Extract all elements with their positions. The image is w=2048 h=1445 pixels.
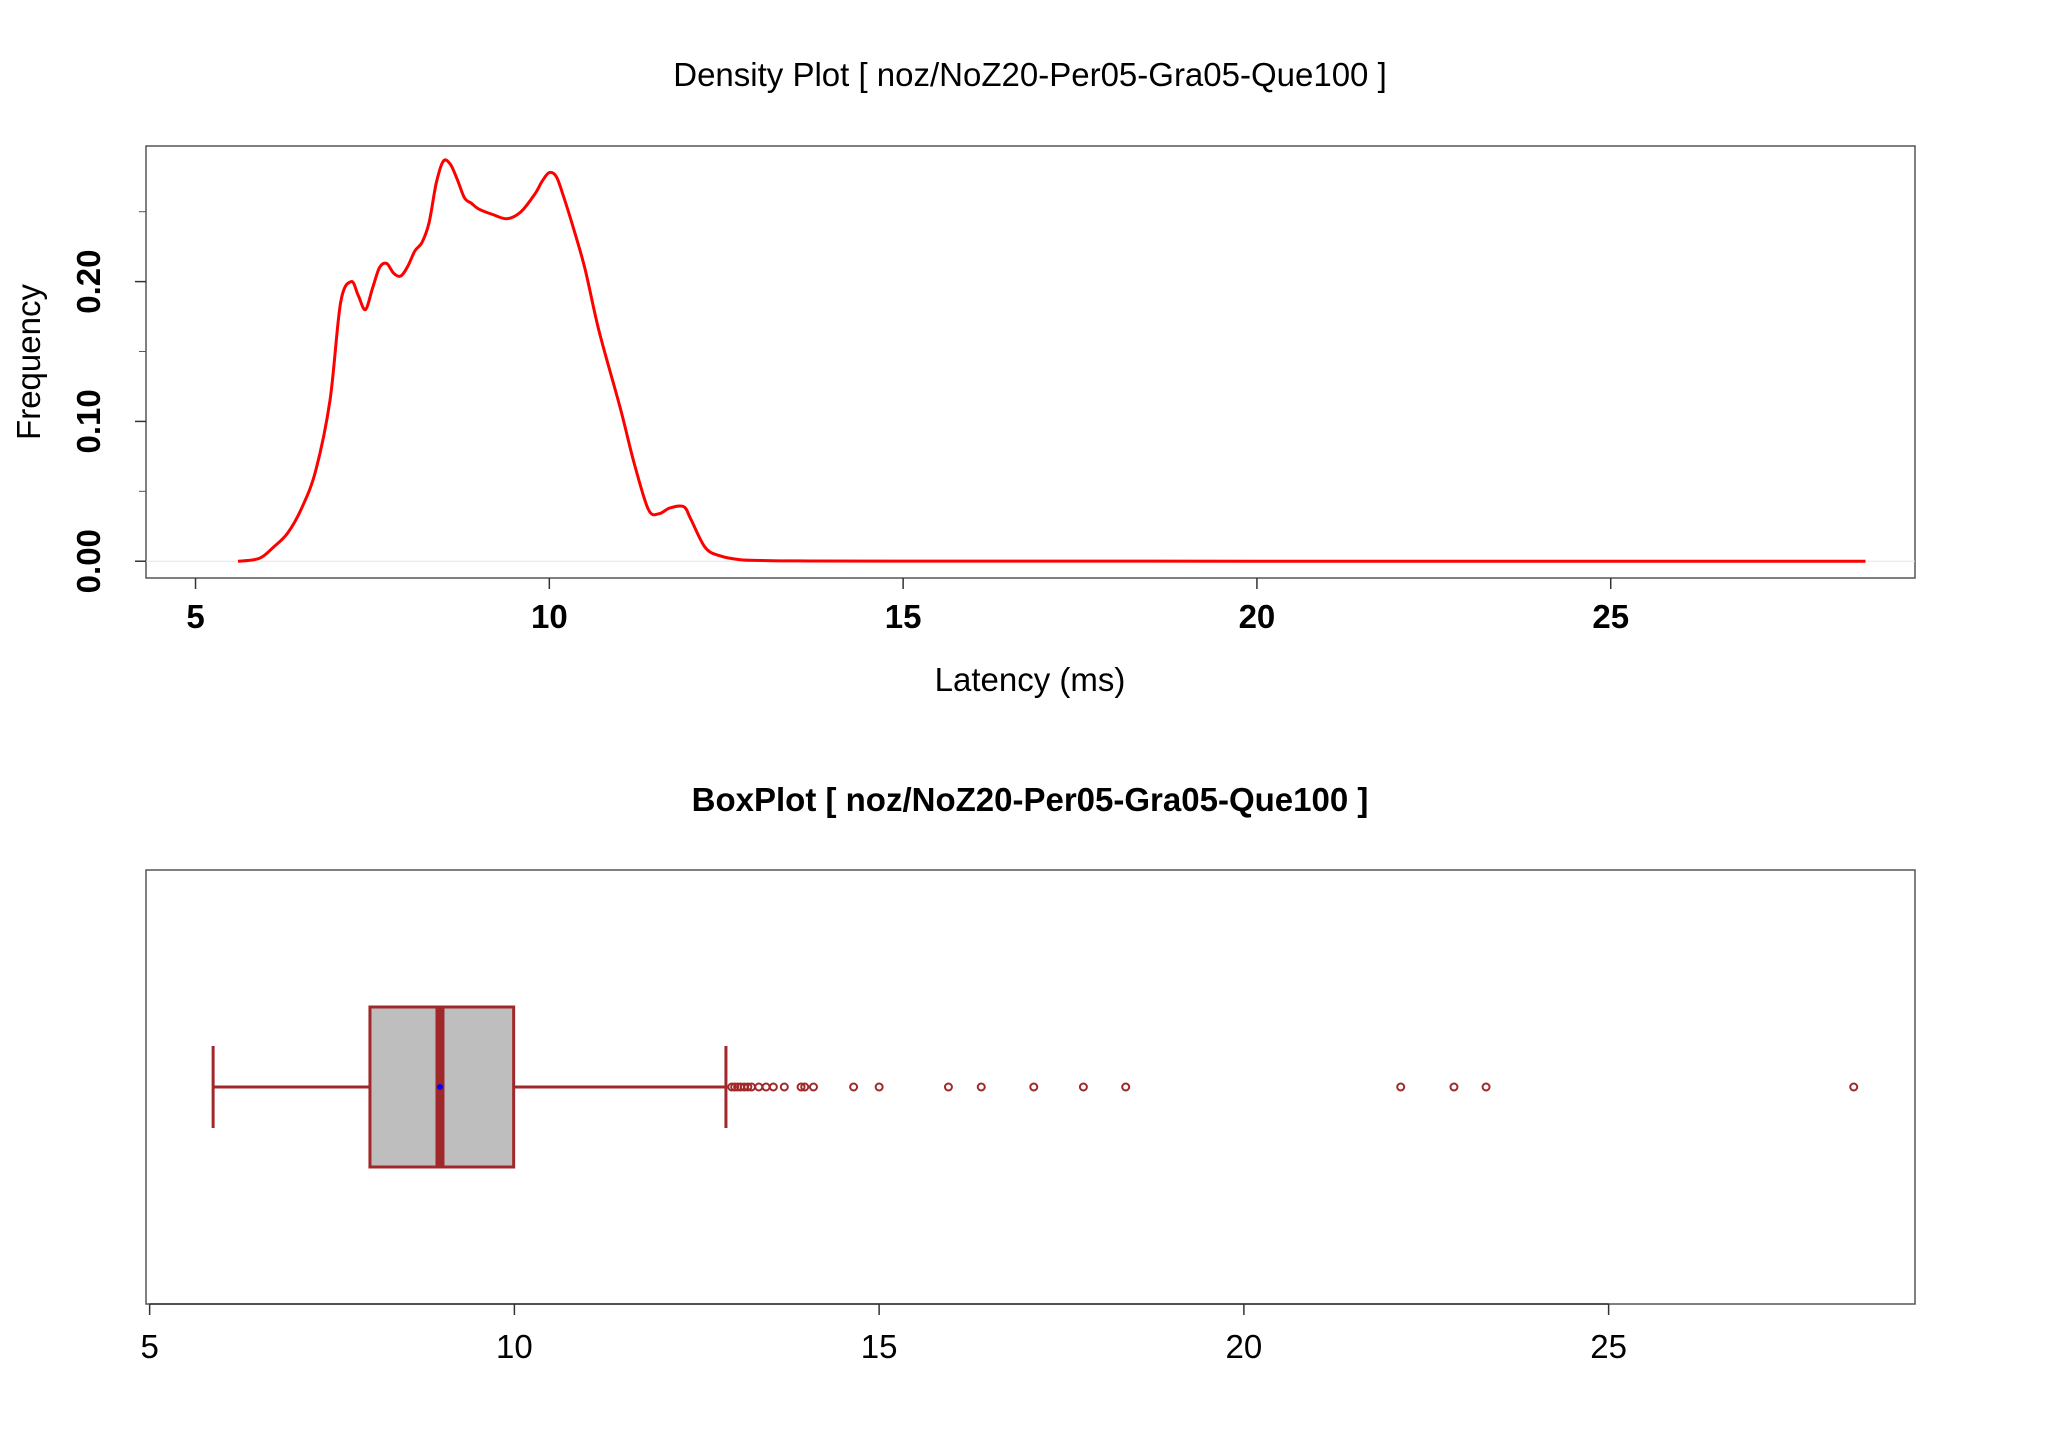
- box-x-axis: 5 10 15 20 25: [140, 1303, 1627, 1365]
- density-x-tick-label: 15: [885, 598, 922, 635]
- box-outlier-point: [1396, 1082, 1406, 1092]
- box-outlier-point: [730, 1082, 740, 1092]
- box-outlier-point: [800, 1082, 810, 1092]
- box-outlier-point: [1449, 1082, 1459, 1092]
- box-outlier-point: [796, 1082, 806, 1092]
- box-x-tick-label: 10: [496, 1328, 533, 1365]
- box-x-tick-label: 5: [140, 1328, 158, 1365]
- box-outlier-point: [761, 1082, 771, 1092]
- density-plot: Density Plot [ noz/NoZ20-Per05-Gra05-Que…: [10, 56, 1916, 698]
- box-outliers: [727, 1082, 1859, 1092]
- density-y-tick-label: 0.20: [70, 249, 107, 313]
- box-outlier-point: [727, 1082, 737, 1092]
- box-outlier-point: [779, 1082, 789, 1092]
- box-outlier-point: [943, 1082, 953, 1092]
- box-x-tick-label: 25: [1590, 1328, 1627, 1365]
- density-x-tick-label: 20: [1239, 598, 1276, 635]
- box-outlier-point: [808, 1082, 818, 1092]
- density-x-tick-label: 10: [531, 598, 568, 635]
- box-outlier-point: [976, 1082, 986, 1092]
- density-title: Density Plot [ noz/NoZ20-Per05-Gra05-Que…: [673, 56, 1387, 93]
- density-y-tick-label: 0.00: [70, 529, 107, 593]
- density-curve: [237, 158, 1866, 563]
- box-outlier-point: [1029, 1082, 1039, 1092]
- box-outlier-point: [1849, 1082, 1859, 1092]
- density-x-tick-label: 25: [1592, 598, 1629, 635]
- box-outlier-point: [1481, 1082, 1491, 1092]
- density-y-label: Frequency: [10, 284, 47, 440]
- box-plot: BoxPlot [ noz/NoZ20-Per05-Gra05-Que100 ]…: [140, 781, 1916, 1365]
- density-y-axis: 0.00 0.10 0.20: [70, 211, 146, 593]
- box-mean-marker: [436, 1084, 443, 1090]
- box-outlier-point: [754, 1082, 764, 1092]
- box-outlier-point: [1078, 1082, 1088, 1092]
- box-x-tick-label: 15: [861, 1328, 898, 1365]
- box-outlier-point: [874, 1082, 884, 1092]
- density-x-label: Latency (ms): [935, 661, 1126, 698]
- boxplot-title: BoxPlot [ noz/NoZ20-Per05-Gra05-Que100 ]: [692, 781, 1369, 818]
- density-x-tick-label: 5: [186, 598, 204, 635]
- box-x-tick-label: 20: [1226, 1328, 1263, 1365]
- box-outlier-point: [849, 1082, 859, 1092]
- box-outlier-point: [1121, 1082, 1131, 1092]
- box-outlier-point: [768, 1082, 778, 1092]
- box-body-group: [211, 1005, 728, 1169]
- density-plot-frame: [145, 145, 1916, 579]
- density-x-axis: 5 10 15 20 25: [186, 578, 1629, 635]
- box-outlier-point: [743, 1082, 753, 1092]
- density-y-tick-label: 0.10: [70, 389, 107, 453]
